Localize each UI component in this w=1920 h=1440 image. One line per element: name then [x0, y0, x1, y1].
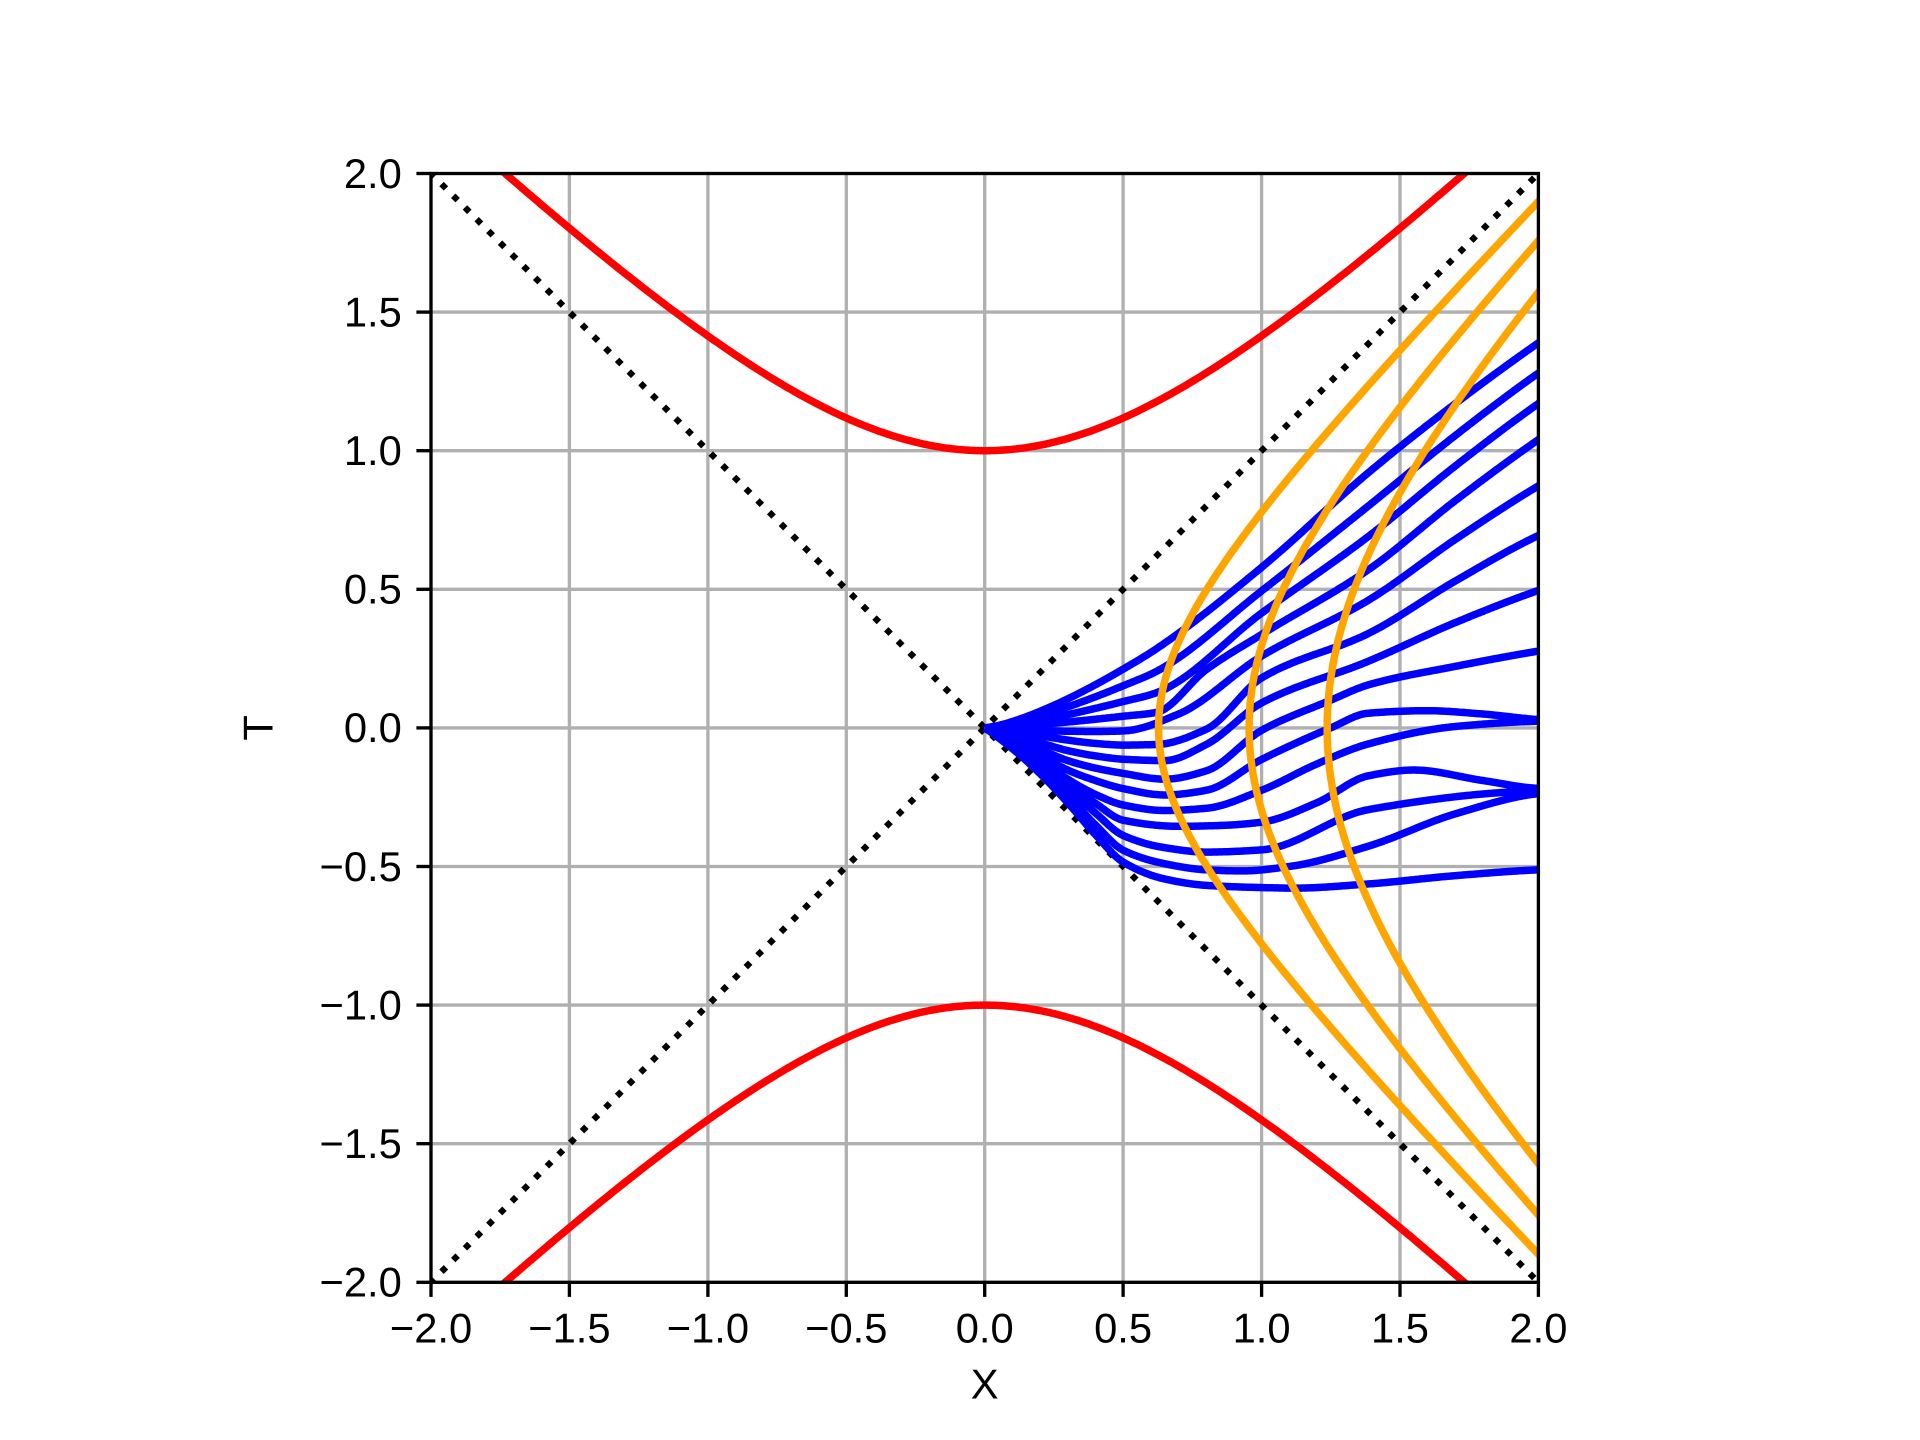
svg-text:−1.5: −1.5 [320, 1120, 402, 1167]
svg-text:−2.0: −2.0 [320, 1259, 402, 1306]
svg-text:2.0: 2.0 [344, 150, 402, 197]
svg-text:0.5: 0.5 [344, 566, 402, 613]
svg-text:−2.0: −2.0 [390, 1304, 472, 1351]
svg-text:T: T [235, 715, 282, 740]
svg-text:1.5: 1.5 [1371, 1304, 1429, 1351]
svg-text:−1.0: −1.0 [667, 1304, 749, 1351]
svg-text:1.0: 1.0 [344, 427, 402, 474]
svg-text:0.5: 0.5 [1094, 1304, 1152, 1351]
svg-text:0.0: 0.0 [344, 704, 402, 751]
svg-text:1.0: 1.0 [1233, 1304, 1291, 1351]
svg-text:1.5: 1.5 [344, 288, 402, 335]
svg-text:2.0: 2.0 [1509, 1304, 1567, 1351]
svg-text:0.0: 0.0 [956, 1304, 1014, 1351]
svg-text:−1.5: −1.5 [528, 1304, 610, 1351]
svg-text:−0.5: −0.5 [320, 843, 402, 890]
svg-text:X: X [971, 1361, 999, 1408]
svg-text:−0.5: −0.5 [805, 1304, 887, 1351]
svg-text:−1.0: −1.0 [320, 981, 402, 1028]
